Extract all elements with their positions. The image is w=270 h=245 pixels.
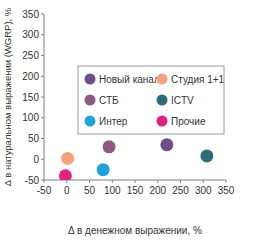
legend-label: Интер [99, 116, 128, 127]
point [97, 163, 110, 176]
points [59, 138, 214, 180]
y-tick-label: 250 [22, 50, 39, 61]
legend-marker [85, 116, 96, 127]
point [160, 138, 173, 151]
y-tick-label: 300 [22, 29, 39, 40]
y-axis-title: Δ в натуральном выражении (WGRP), % [2, 7, 13, 186]
x-axis-title: Δ в денежном выражении, % [68, 225, 202, 236]
x-tick [89, 180, 90, 183]
y-tick [41, 97, 44, 98]
y-tick [41, 55, 44, 56]
legend-marker [157, 116, 168, 127]
legend-marker [157, 95, 168, 106]
x-tick [66, 180, 67, 183]
legend-label: ICTV [171, 95, 194, 106]
x-tick [203, 180, 204, 183]
x-tick-label: -50 [37, 185, 52, 196]
point [61, 152, 74, 165]
chart-svg: -50 0 50 100 150 200 250 300 350 -50 0 50 100 150 200 2… [0, 0, 270, 245]
y-tick [41, 159, 44, 160]
x-tick [180, 180, 181, 183]
y-tick-label: 50 [28, 133, 40, 144]
x-tick [135, 180, 136, 183]
legend-box [78, 66, 224, 134]
legend-label: Прочие [171, 116, 206, 127]
y-tick-label: 0 [33, 154, 39, 165]
chart-container: -50 0 50 100 150 200 250 300 350 -50 0 50 100 150 200 2… [0, 0, 270, 245]
x-tick [157, 180, 158, 183]
x-tick-label: 50 [84, 185, 96, 196]
y-tick-label: 200 [22, 71, 39, 82]
point [59, 169, 72, 180]
y-tick-label: 100 [22, 112, 39, 123]
y-tick-label: 150 [22, 92, 39, 103]
x-tick [112, 180, 113, 183]
x-tick-label: 0 [64, 185, 70, 196]
legend-marker [85, 74, 96, 85]
x-tick-label: 350 [218, 185, 235, 196]
y-tick [41, 180, 44, 181]
y-tick [41, 138, 44, 139]
legend-label: СТБ [99, 95, 119, 106]
x-tick-label: 250 [172, 185, 189, 196]
legend: Новый канал Студия 1+1 СТБ ICTV Интер Прочие [78, 66, 225, 134]
x-tick-label: 100 [104, 185, 121, 196]
point [103, 140, 116, 153]
y-tick-label: 350 [22, 9, 39, 20]
legend-marker [85, 95, 96, 106]
y-tick [41, 76, 44, 77]
y-tick [41, 117, 44, 118]
x-tick-label: 150 [127, 185, 144, 196]
y-tick-label: -50 [25, 175, 40, 186]
y-tick [41, 14, 44, 15]
y-tick [41, 34, 44, 35]
x-tick-label: 200 [149, 185, 166, 196]
x-tick [226, 180, 227, 183]
point [200, 149, 213, 162]
legend-marker [157, 74, 168, 85]
legend-label: Студия 1+1 [171, 74, 225, 85]
legend-label: Новый канал [99, 74, 160, 85]
x-tick-label: 300 [195, 185, 212, 196]
